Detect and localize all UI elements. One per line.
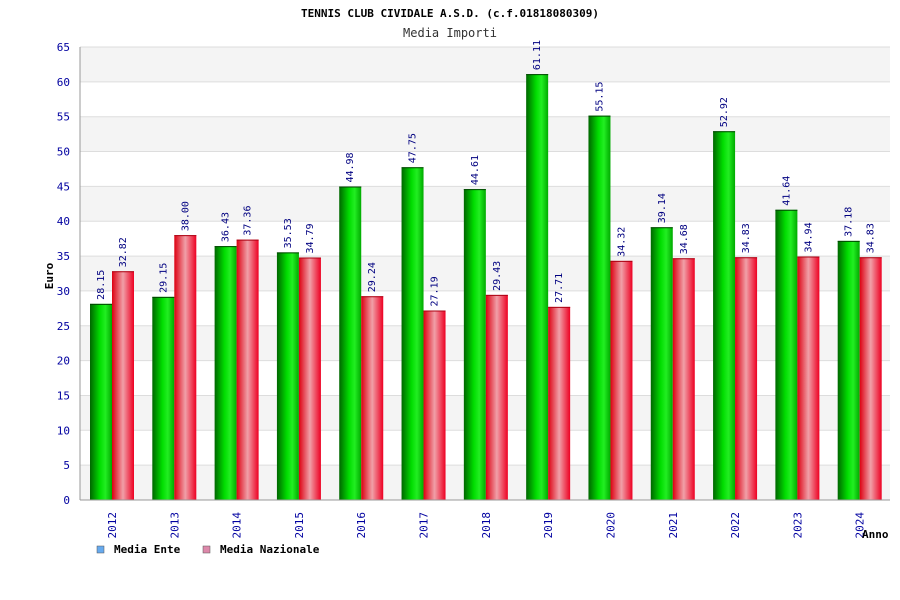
bar-media-ente-2018 (463, 189, 486, 501)
x-tick-label-2017: 2017 (418, 512, 431, 539)
value-label: 34.68 (679, 224, 690, 254)
bar-media-ente-2014 (214, 246, 237, 500)
value-label: 44.61 (470, 155, 481, 185)
value-label: 36.43 (221, 212, 232, 242)
value-label: 32.82 (118, 237, 129, 267)
value-label: 28.15 (96, 270, 107, 300)
bar-media-nazionale-2016 (361, 296, 384, 500)
y-tick-label: 20 (57, 355, 70, 368)
bar-media-nazionale-2012 (112, 271, 134, 500)
x-tick-label-2024: 2024 (854, 512, 867, 539)
bar-media-nazionale-2021 (672, 258, 695, 500)
y-tick-label: 65 (57, 41, 70, 54)
bar-media-ente-2022 (713, 131, 736, 501)
y-tick-label: 25 (57, 320, 70, 333)
legend-label-media-nazionale: Media Nazionale (220, 543, 320, 556)
bar-media-ente-2012 (90, 303, 112, 500)
legend-swatch-media-nazionale (202, 545, 211, 554)
value-label: 34.83 (741, 223, 752, 253)
bar-media-nazionale-2023 (797, 256, 820, 500)
bar-media-nazionale-2024 (859, 257, 882, 500)
y-tick-label: 50 (57, 146, 70, 159)
value-label: 61.11 (532, 40, 543, 70)
y-tick-label: 55 (57, 111, 70, 124)
bar-media-ente-2013 (152, 296, 175, 500)
y-tick-label: 40 (57, 215, 70, 228)
bar-media-nazionale-2020 (610, 260, 633, 500)
value-labels: 28.15 32.82 29.15 38.00 36.43 37.36 35.53 34.79… (96, 40, 877, 307)
chart-title: TENNIS CLUB CIVIDALE A.S.D. (c.f.0181808… (301, 7, 599, 20)
x-tick-label-2019: 2019 (542, 512, 555, 539)
y-tick-label: 30 (57, 285, 70, 298)
value-label: 55.15 (594, 82, 605, 112)
x-tick-label-2013: 2013 (168, 512, 181, 539)
bar-media-ente-2019 (526, 74, 549, 501)
bar-media-nazionale-2018 (485, 294, 508, 500)
x-tick-label-2015: 2015 (293, 512, 306, 539)
value-label: 37.18 (844, 207, 855, 237)
grid-band (80, 116, 890, 152)
x-tick-label-2020: 2020 (604, 512, 617, 539)
y-tick-label: 0 (63, 494, 70, 507)
bar-media-ente-2021 (650, 227, 673, 500)
value-label: 29.24 (367, 262, 378, 292)
value-label: 41.64 (781, 176, 792, 206)
bar-media-nazionale-2015 (298, 257, 321, 500)
value-label: 37.36 (243, 206, 254, 236)
y-tick-label: 5 (63, 459, 70, 472)
x-tick-label-2023: 2023 (791, 512, 804, 539)
x-tick-label-2021: 2021 (667, 512, 680, 539)
value-label: 34.94 (803, 222, 814, 252)
y-axis-ticks: 0 5 10 15 20 25 30 35 40 45 50 55 60 65 (57, 41, 70, 507)
bar-media-nazionale-2014 (236, 239, 259, 501)
bar-media-ente-2023 (775, 209, 798, 501)
bar-media-nazionale-2013 (174, 235, 197, 500)
value-label: 44.98 (345, 152, 356, 182)
y-tick-label: 15 (57, 389, 70, 402)
y-tick-label: 45 (57, 180, 70, 193)
value-label: 52.92 (719, 97, 730, 127)
value-label: 34.79 (305, 223, 316, 253)
bar-media-ente-2017 (401, 167, 424, 500)
x-tick-label-2018: 2018 (480, 512, 493, 539)
value-label: 38.00 (180, 201, 191, 231)
legend-label-media-ente: Media Ente (114, 543, 181, 556)
bar-media-ente-2015 (276, 252, 299, 500)
bar-media-nazionale-2017 (423, 310, 446, 500)
x-tick-label-2012: 2012 (106, 512, 119, 539)
x-tick-label-2014: 2014 (231, 512, 244, 539)
y-tick-label: 35 (57, 250, 70, 263)
x-axis-label: Anno (862, 528, 889, 541)
x-tick-label-2016: 2016 (355, 512, 368, 539)
value-label: 34.32 (616, 227, 627, 257)
grid-band (80, 47, 890, 82)
y-axis-label: Euro (43, 262, 56, 289)
x-tick-label-2022: 2022 (729, 512, 742, 539)
bar-media-nazionale-2019 (548, 306, 571, 500)
bar-media-nazionale-2022 (735, 257, 758, 500)
legend: Media Ente Media Nazionale (96, 543, 320, 556)
value-label: 47.75 (408, 133, 419, 163)
y-tick-label: 10 (57, 424, 70, 437)
value-label: 27.19 (430, 276, 441, 306)
bars (90, 74, 882, 501)
value-label: 34.83 (866, 223, 877, 253)
legend-swatch-media-ente (96, 545, 105, 554)
value-label: 29.15 (158, 263, 169, 293)
bar-media-ente-2024 (837, 240, 860, 500)
y-tick-label: 60 (57, 76, 70, 89)
value-label: 35.53 (283, 218, 294, 248)
value-label: 39.14 (657, 193, 668, 223)
value-label: 29.43 (492, 261, 503, 291)
value-label: 27.71 (554, 273, 565, 303)
bar-media-ente-2016 (339, 186, 362, 501)
x-axis-ticks: 2012 2013 2014 2015 2016 2017 2018 2019 2020 2021… (106, 512, 867, 539)
chart-subtitle: Media Importi (403, 26, 497, 40)
bar-media-ente-2020 (588, 115, 611, 501)
